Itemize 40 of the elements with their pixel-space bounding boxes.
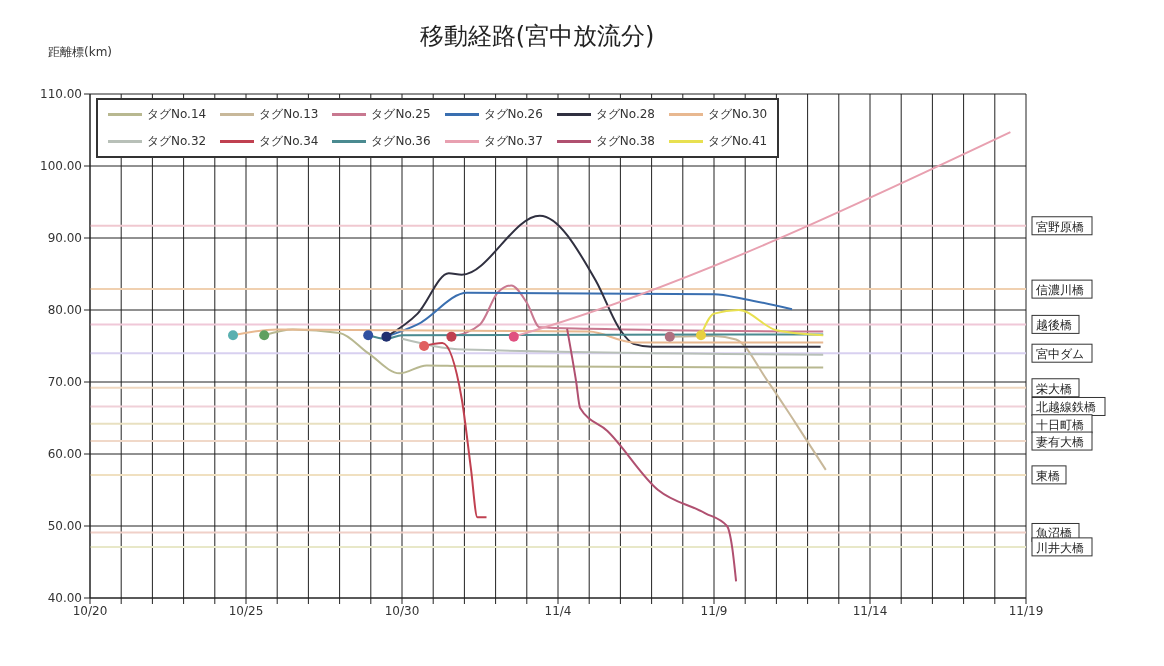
legend-label: タグNo.26: [483, 106, 543, 123]
x-tick-label: 10/25: [228, 603, 264, 618]
y-tick-label: 90.00: [47, 231, 82, 246]
ref-line-label: 北越線鉄橋: [1036, 400, 1096, 415]
ref-line-label: 宮中ダム: [1036, 347, 1084, 362]
ref-line-label: 魚沼橋: [1036, 526, 1072, 541]
y-tick-label: 80.00: [47, 303, 82, 318]
ref-line-label: 宮野原橋: [1036, 219, 1084, 234]
y-tick-label: 70.00: [47, 375, 82, 390]
ref-line-label: 妻有大橋: [1036, 435, 1084, 450]
legend-label: タグNo.38: [595, 133, 656, 150]
legend-label: タグNo.28: [595, 106, 656, 123]
legend-label: タグNo.32: [147, 133, 207, 150]
x-tick-label: 10/20: [72, 603, 108, 618]
legend-label: タグNo.30: [708, 106, 768, 123]
legend-label: タグNo.25: [371, 106, 431, 123]
ref-line-label: 川井大橋: [1036, 540, 1084, 555]
y-tick-label: 100.00: [40, 159, 82, 174]
x-tick-label: 11/14: [852, 603, 888, 618]
x-tick-label: 10/30: [384, 603, 420, 618]
x-tick-label: 11/9: [700, 603, 728, 618]
ref-line-label: 信濃川橋: [1036, 283, 1084, 298]
legend-label: タグNo.36: [371, 133, 431, 150]
ref-line-label: 栄大橋: [1036, 381, 1072, 396]
y-axis-title: 距離標(km): [48, 44, 113, 61]
ref-line-label: 越後橋: [1036, 318, 1072, 333]
ref-line-label: 東橋: [1036, 468, 1060, 483]
x-tick-label: 11/4: [544, 603, 572, 618]
ref-line-label: 十日町橋: [1036, 417, 1084, 432]
legend-label: タグNo.41: [708, 133, 768, 150]
legend-label: タグNo.34: [259, 133, 319, 150]
y-tick-label: 110.00: [40, 87, 82, 102]
legend-label: タグNo.14: [147, 106, 207, 123]
legend-label: タグNo.37: [483, 133, 543, 150]
legend-label: タグNo.13: [259, 106, 319, 123]
y-tick-label: 50.00: [47, 519, 82, 534]
y-tick-label: 60.00: [47, 447, 82, 462]
x-tick-label: 11/19: [1008, 603, 1044, 618]
chart-title: 移動経路(宮中放流分): [419, 22, 655, 50]
y-tick-label: 40.00: [47, 591, 82, 606]
